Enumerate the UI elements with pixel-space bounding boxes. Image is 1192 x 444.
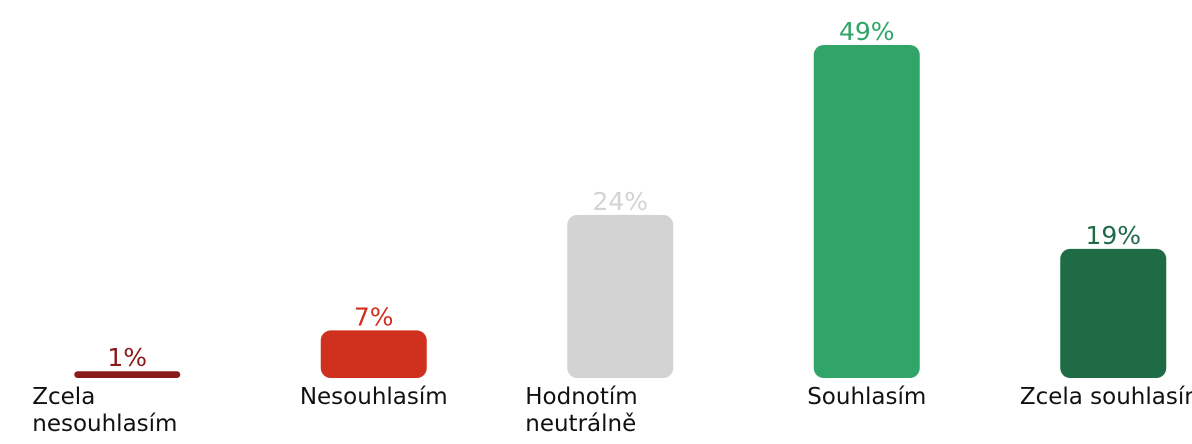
category-label: Zcela nesouhlasím <box>32 384 178 437</box>
value-label: 49% <box>839 17 895 46</box>
bar <box>813 45 920 378</box>
category-label: Hodnotím neutrálně <box>525 384 638 437</box>
category-label: Nesouhlasím <box>299 384 448 410</box>
category-label-box: Zcela souhlasím <box>990 384 1192 411</box>
bar <box>320 330 427 378</box>
bar <box>1060 248 1167 378</box>
category-label-box: Zcela nesouhlasím <box>4 384 250 438</box>
bar <box>567 214 674 378</box>
value-label: 19% <box>1085 221 1141 250</box>
category-label-box: Souhlasím <box>744 384 990 411</box>
category-label-box: Hodnotím neutrálně <box>497 384 743 438</box>
category-label: Souhlasím <box>807 384 927 410</box>
bar <box>74 371 181 378</box>
value-label: 1% <box>107 343 147 372</box>
category-label-box: Nesouhlasím <box>251 384 497 411</box>
value-label: 24% <box>592 187 648 216</box>
value-label: 7% <box>354 302 394 331</box>
category-label: Zcela souhlasím <box>1019 384 1192 410</box>
